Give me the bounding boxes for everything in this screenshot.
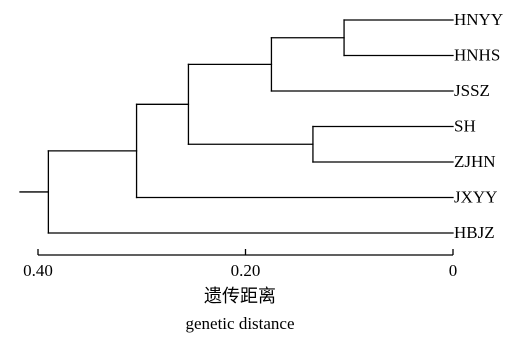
- leaf-label-sh: SH: [454, 116, 476, 135]
- leaf-label-hbjz: HBJZ: [454, 223, 495, 242]
- leaf-label-jxyy: JXYY: [454, 187, 497, 206]
- leaf-labels: HNYY HNHS JSSZ SH ZJHN JXYY HBJZ: [454, 10, 503, 242]
- leaf-label-hnyy: HNYY: [454, 10, 503, 29]
- x-tick-label: 0.40: [23, 261, 53, 280]
- leaf-label-jssz: JSSZ: [454, 81, 490, 100]
- leaf-label-zjhn: ZJHN: [454, 152, 496, 171]
- x-axis-title-en: genetic distance: [185, 314, 294, 333]
- x-tick-label: 0.20: [231, 261, 261, 280]
- dendrogram-branches: [19, 19, 454, 234]
- x-axis-title-cn: 遗传距离: [204, 286, 276, 307]
- x-axis: 0.40 0.20 0: [23, 249, 457, 280]
- x-tick-label: 0: [449, 261, 458, 280]
- leaf-label-hnhs: HNHS: [454, 45, 500, 64]
